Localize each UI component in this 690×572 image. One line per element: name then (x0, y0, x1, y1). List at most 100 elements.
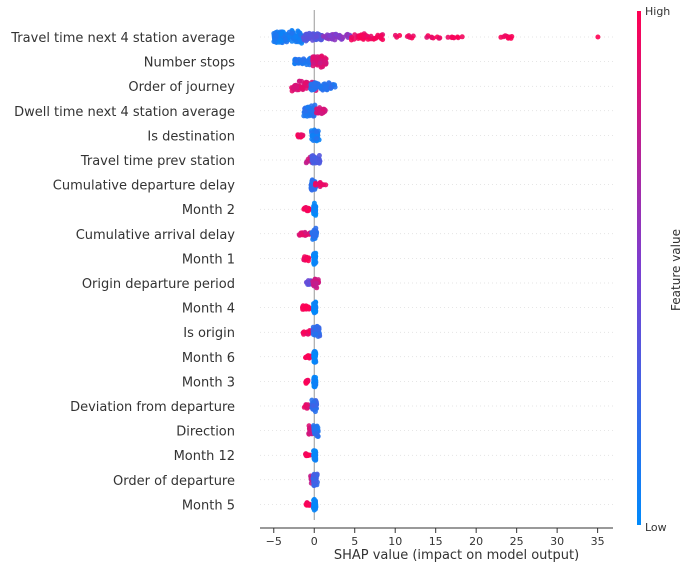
shap-dot (299, 58, 305, 64)
feature-label: Dwell time next 4 station average (14, 105, 235, 120)
feature-label: Number stops (144, 56, 235, 71)
shap-dot (313, 259, 319, 265)
feature-label: Cumulative arrival delay (76, 228, 236, 243)
x-tick-label: 20 (469, 535, 483, 548)
shap-dot (315, 326, 321, 332)
x-tick-label: 10 (388, 535, 402, 548)
x-ticks: −5 0 5 10 15 20 25 30 35 (266, 528, 605, 548)
shap-dot (302, 304, 308, 310)
shap-dot (368, 33, 374, 39)
feature-label: Month 1 (182, 252, 235, 267)
shap-dot (445, 34, 451, 40)
shap-dot (313, 255, 318, 261)
feature-label: Origin departure period (82, 277, 235, 292)
feature-label: Month 6 (182, 351, 235, 366)
shap-dot (305, 156, 311, 162)
shap-dot (313, 455, 319, 461)
colorbar: High Low Feature value (637, 5, 683, 534)
shap-dot (301, 329, 307, 335)
shap-dot (373, 35, 379, 41)
shap-dot (318, 182, 324, 188)
shap-dot (319, 53, 325, 59)
x-tick-label: −5 (266, 535, 282, 548)
feature-label: Is origin (183, 326, 235, 341)
feature-label: Month 5 (182, 498, 235, 513)
shap-dot (349, 35, 354, 40)
shap-dot (304, 35, 310, 41)
shap-dot (292, 34, 298, 40)
feature-label: Order of journey (128, 80, 235, 95)
shap-dot (315, 81, 321, 87)
x-axis: −5 0 5 10 15 20 25 30 35 SHAP value (impact on m… (260, 527, 613, 563)
shap-dot (397, 33, 403, 38)
shap-dot (310, 403, 316, 409)
shap-dot (297, 132, 303, 138)
shap-dot (282, 36, 288, 42)
x-tick-label: 25 (510, 535, 524, 548)
shap-dot (312, 301, 318, 307)
shap-dot (323, 182, 329, 188)
shap-dot (316, 153, 322, 158)
shap-dot (309, 108, 315, 114)
shap-dot (449, 34, 455, 40)
shap-dot (274, 32, 279, 38)
shap-dot (312, 502, 317, 508)
shap-dot (312, 426, 317, 432)
shap-dot (311, 472, 317, 478)
shap-dot (327, 33, 333, 39)
shap-dot (309, 133, 315, 139)
shap-dot (336, 33, 342, 39)
shap-dot (312, 277, 318, 282)
shap-dot (303, 85, 309, 91)
feature-label: Month 3 (182, 375, 235, 390)
x-tick-label: 35 (591, 535, 605, 548)
shap-dot (312, 207, 318, 212)
shap-dot (311, 496, 317, 502)
feature-label: Cumulative departure delay (53, 179, 235, 194)
shap-dot (313, 110, 319, 116)
feature-label: Month 4 (182, 302, 235, 317)
shap-dot (298, 231, 304, 237)
shap-dot (595, 34, 601, 40)
shap-dot (306, 306, 312, 311)
shap-dot (392, 32, 398, 38)
feature-label: Order of departure (113, 474, 235, 489)
shap-dot (305, 255, 311, 261)
colorbar-high-label: High (645, 5, 670, 18)
shap-dot (505, 35, 511, 41)
shap-dot (296, 78, 302, 84)
shap-dot (311, 377, 317, 383)
shap-dot (311, 476, 316, 482)
shap-dot (301, 206, 307, 212)
shap-dot (314, 129, 320, 135)
shap-dot (309, 87, 315, 93)
shap-dot (307, 113, 313, 119)
shap-dot (322, 85, 328, 91)
x-tick-label: 30 (550, 535, 564, 548)
shap-dot (314, 136, 319, 141)
feature-label: Deviation from departure (70, 400, 235, 415)
shap-dot (309, 158, 315, 164)
shap-dot (278, 31, 284, 37)
shap-dot (340, 34, 346, 40)
feature-label: Travel time next 4 station average (10, 31, 235, 46)
shap-dot (312, 231, 318, 237)
shap-dot (306, 501, 312, 507)
colorbar-gradient (637, 11, 641, 525)
shap-dot (307, 32, 313, 38)
shap-dots (271, 28, 601, 513)
colorbar-title: Feature value (669, 229, 683, 311)
shap-dot (313, 353, 318, 359)
shap-dot (314, 34, 319, 40)
shap-dot (404, 34, 410, 39)
shap-dot (315, 160, 321, 166)
row-guide-lines (260, 36, 613, 505)
x-axis-label: SHAP value (impact on model output) (334, 548, 579, 563)
shap-dot (293, 58, 299, 64)
shap-dot (292, 83, 298, 89)
shap-dot (459, 34, 465, 40)
shap-dot (308, 186, 314, 192)
shap-dot (271, 39, 277, 45)
feature-labels: Travel time next 4 station average Number… (10, 31, 235, 513)
